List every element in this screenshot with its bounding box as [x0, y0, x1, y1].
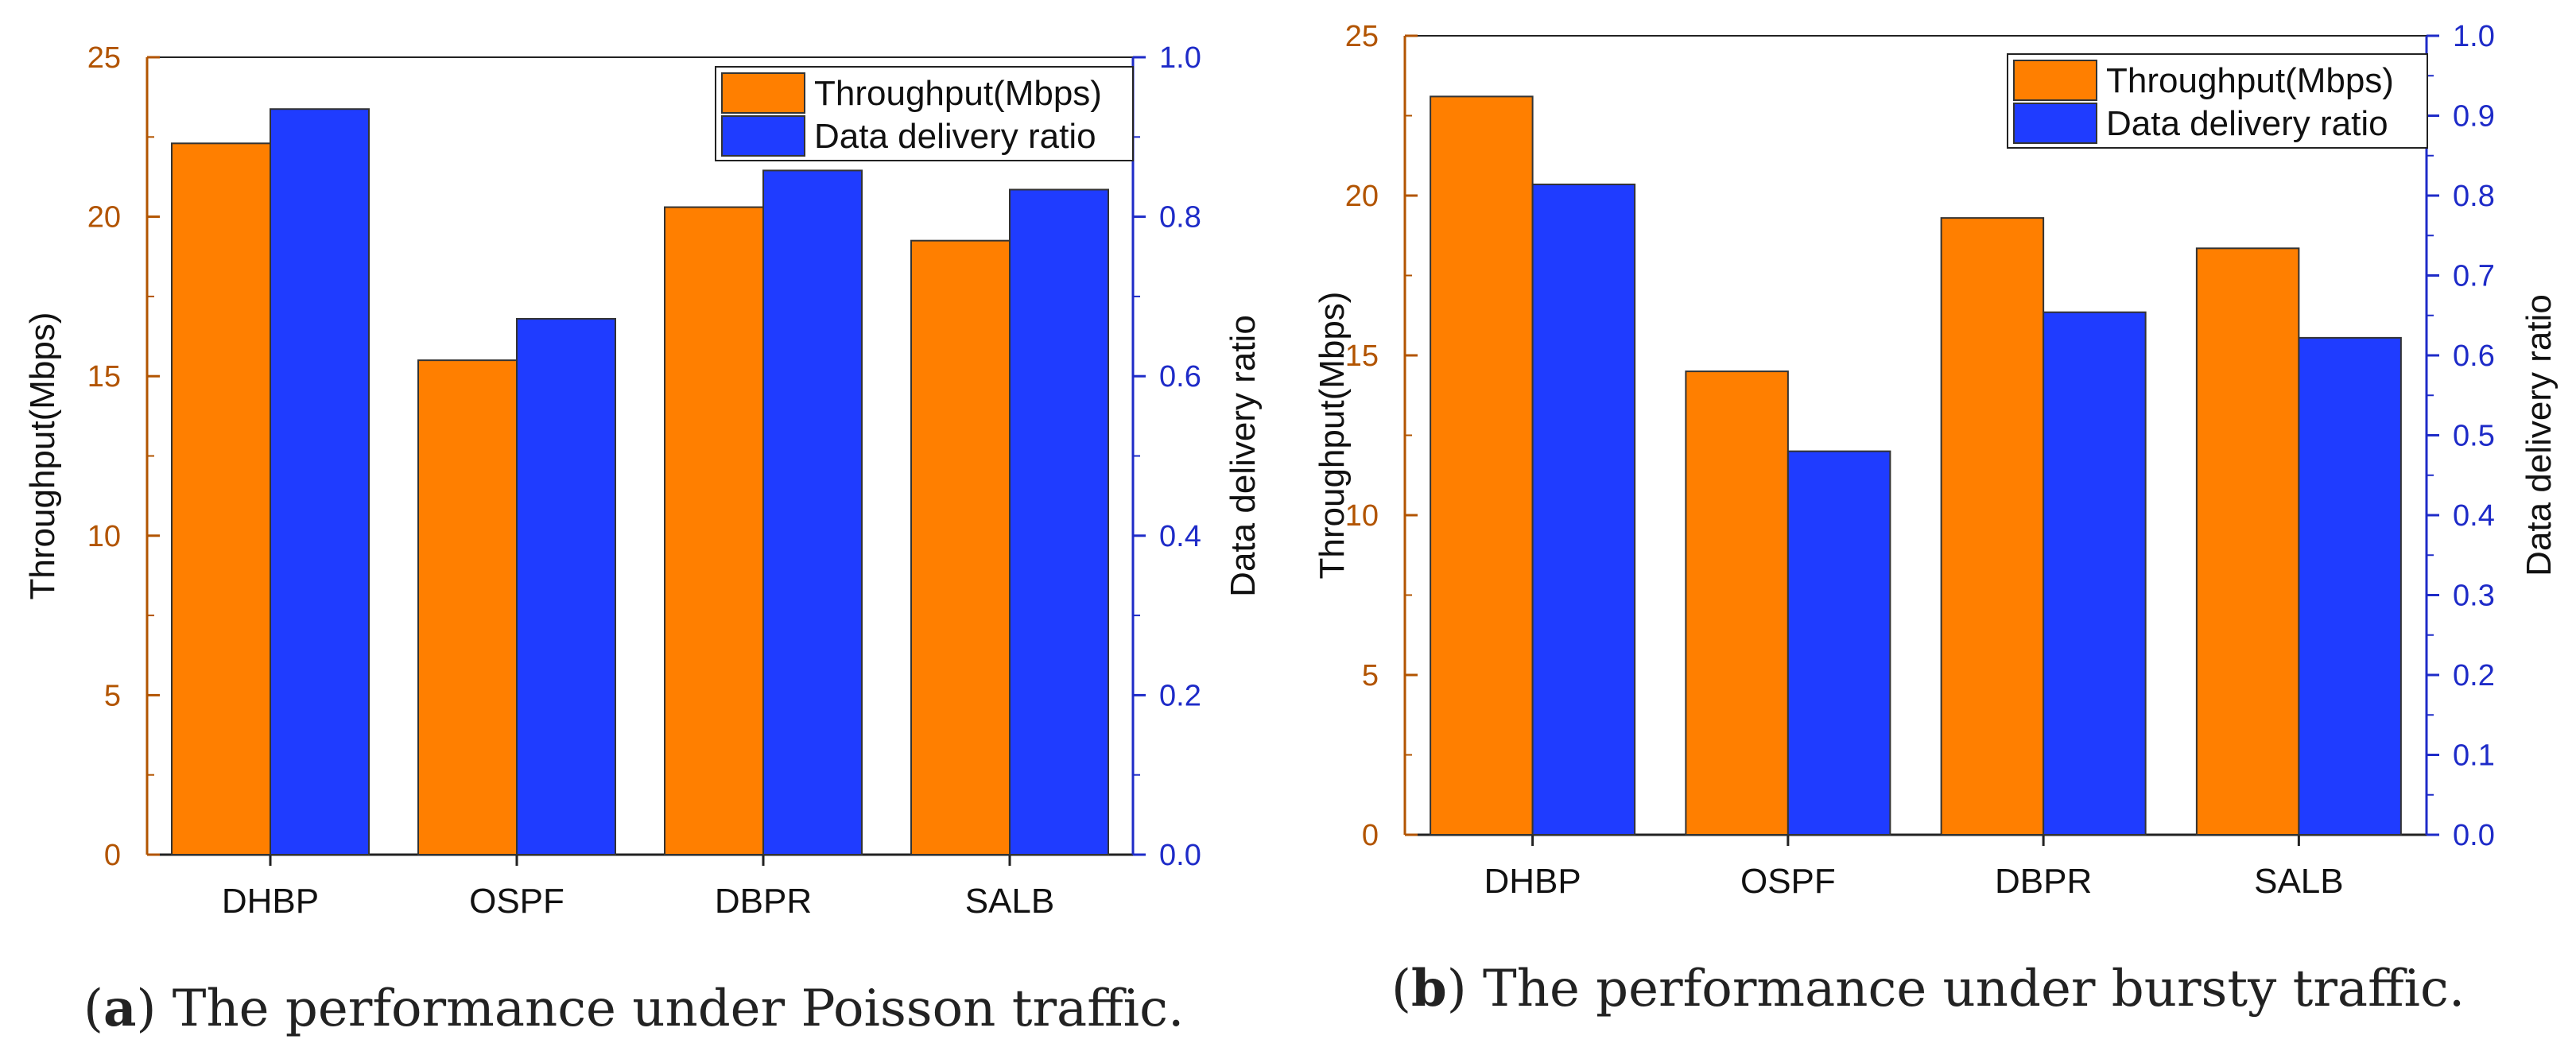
bar-throughput-ospf — [417, 359, 518, 855]
right-tick-label: 0.7 — [2453, 260, 2495, 293]
bar-delivery-ratio-dbpr — [762, 169, 863, 855]
right-tick-label: 0.8 — [1159, 201, 1201, 235]
left-tick-label: 5 — [1362, 659, 1379, 692]
legend-label: Throughput(Mbps) — [814, 74, 1102, 113]
right-tick-label: 0.3 — [2453, 580, 2495, 613]
category-label: DHBP — [222, 882, 319, 921]
bar-delivery-ratio-ospf — [516, 317, 616, 855]
left-tick-label: 15 — [87, 360, 121, 394]
left-tick-label: 20 — [87, 201, 121, 235]
legend: Throughput(Mbps) Data delivery ratio — [715, 66, 1134, 161]
right-tick-label: 0.4 — [1159, 520, 1201, 553]
right-tick-label: 0.1 — [2453, 739, 2495, 773]
left-tick-label: 5 — [104, 679, 121, 712]
left-tick-label: 25 — [1345, 20, 1379, 53]
legend-label: Throughput(Mbps) — [2106, 61, 2394, 100]
right-tick-label: 0.2 — [1159, 679, 1201, 712]
legend-label: Data delivery ratio — [814, 117, 1096, 156]
right-tick-label: 1.0 — [2453, 20, 2495, 53]
bar-throughput-dbpr — [664, 206, 764, 855]
left-tick-label: 15 — [1345, 339, 1379, 373]
right-axis-title: Data delivery ratio — [1224, 315, 1263, 597]
category-label: DHBP — [1484, 862, 1581, 901]
left-tick-label: 10 — [1345, 499, 1379, 533]
bar-throughput-dhbp — [171, 142, 271, 856]
left-tick-label: 10 — [87, 520, 121, 553]
bar-delivery-ratio-dbpr — [2043, 311, 2147, 836]
left-tick-label: 0 — [104, 839, 121, 872]
chart-panel-b: 0 5 10 15 20 25 0.0 0.1 0.2 0.3 0.4 0.5 0.6 0.7 0.8 0.9… — [1313, 20, 2559, 1018]
right-tick-label: 0.2 — [2453, 659, 2495, 692]
caption-description: The performance under Poisson traffic. — [156, 979, 1184, 1038]
right-tick-label: 0.0 — [2453, 819, 2495, 852]
bar-throughput-salb — [910, 239, 1011, 855]
bar-throughput-salb — [2195, 247, 2300, 836]
category-label: SALB — [2254, 862, 2344, 901]
right-tick-label: 0.6 — [2453, 339, 2495, 373]
caption-open-paren: ( — [1391, 960, 1411, 1018]
bar-delivery-ratio-ospf — [1787, 450, 1891, 836]
left-axis-title: Throughput(Mbps) — [1313, 292, 1352, 580]
caption-description: The performance under bursty traffic. — [1467, 960, 2465, 1018]
category-label: OSPF — [1740, 862, 1836, 901]
right-tick-label: 0.4 — [2453, 499, 2495, 533]
legend-swatch-throughput — [2013, 60, 2097, 101]
legend-label: Data delivery ratio — [2106, 104, 2388, 143]
left-axis-title: Throughput(Mbps) — [23, 312, 62, 600]
left-tick-label: 20 — [1345, 180, 1379, 213]
bar-delivery-ratio-salb — [1009, 188, 1109, 856]
category-label: OSPF — [469, 882, 564, 921]
category-label: DBPR — [1995, 862, 2092, 901]
figure-caption: (b) The performance under bursty traffic… — [1391, 959, 2465, 1018]
chart-panel-a: 0 5 10 15 20 25 0.0 0.2 0.4 0.6 0.8 1.0 Throughput(M… — [23, 41, 1263, 1038]
right-tick-label: 0.9 — [2453, 100, 2495, 134]
caption-close-paren: ) — [1447, 960, 1467, 1018]
bar-delivery-ratio-dhbp — [1531, 183, 1636, 836]
bar-delivery-ratio-salb — [2298, 336, 2402, 836]
right-tick-label: 0.0 — [1159, 839, 1201, 872]
left-tick-label: 0 — [1362, 819, 1379, 852]
figure-caption: (a) The performance under Poisson traffi… — [83, 979, 1184, 1038]
caption-open-paren: ( — [83, 979, 103, 1038]
bar-throughput-dhbp — [1430, 95, 1534, 836]
bar-throughput-dbpr — [1940, 217, 2045, 836]
caption-close-paren: ) — [136, 979, 156, 1038]
bar-delivery-ratio-dhbp — [270, 108, 370, 855]
legend-swatch-throughput — [721, 72, 805, 114]
left-tick-label: 25 — [87, 41, 121, 75]
right-tick-label: 0.5 — [2453, 420, 2495, 453]
category-label: DBPR — [715, 882, 812, 921]
right-tick-label: 0.8 — [2453, 180, 2495, 213]
legend-swatch-delivery-ratio — [721, 115, 805, 157]
caption-key: b — [1411, 959, 1447, 1018]
caption-key: a — [103, 979, 136, 1038]
right-tick-label: 1.0 — [1159, 41, 1201, 75]
category-label: SALB — [965, 882, 1055, 921]
right-tick-label: 0.6 — [1159, 360, 1201, 394]
legend-swatch-delivery-ratio — [2013, 103, 2097, 144]
right-axis-title: Data delivery ratio — [2520, 294, 2559, 576]
legend: Throughput(Mbps) Data delivery ratio — [2007, 53, 2428, 149]
bar-throughput-ospf — [1685, 370, 1789, 836]
